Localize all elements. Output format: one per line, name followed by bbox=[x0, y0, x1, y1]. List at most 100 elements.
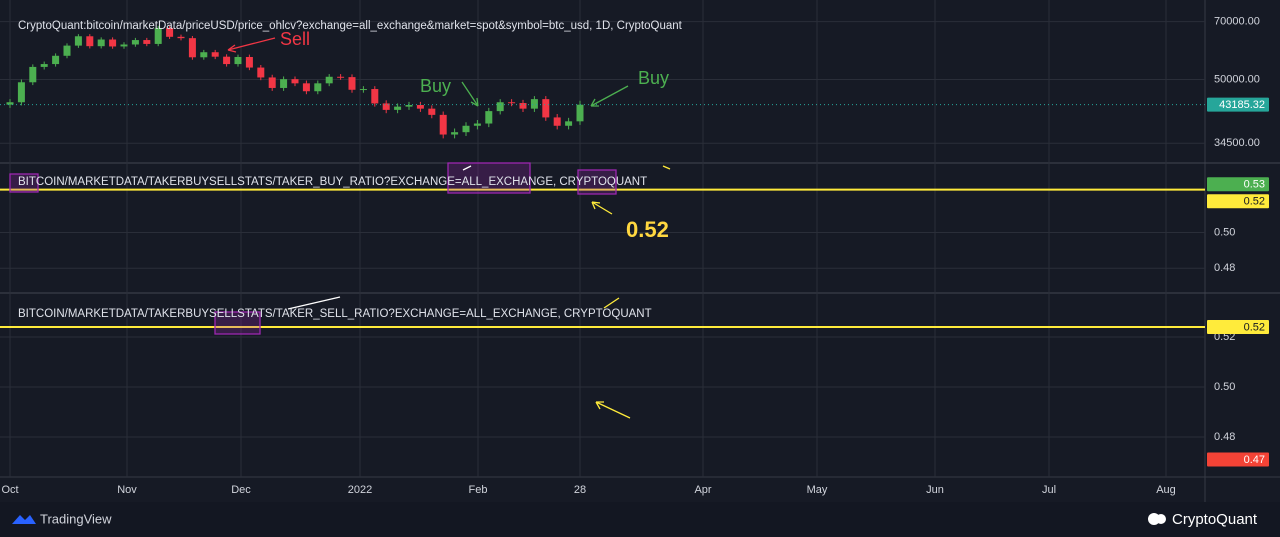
annotation: Sell bbox=[280, 29, 310, 49]
candle-body bbox=[530, 99, 538, 109]
candle-body bbox=[394, 106, 402, 110]
pane-title: BITCOIN/MARKETDATA/TAKERBUYSELLSTATS/TAK… bbox=[18, 308, 652, 320]
arrow bbox=[227, 37, 276, 53]
price-label-box bbox=[1207, 320, 1269, 334]
candle-body bbox=[576, 104, 584, 122]
candle-body bbox=[200, 52, 208, 58]
candle-body bbox=[462, 125, 470, 133]
x-tick-label: Oct bbox=[1, 484, 18, 496]
candle-body bbox=[519, 103, 527, 109]
annotation: 0.52 bbox=[626, 217, 669, 242]
arrow bbox=[595, 401, 631, 419]
annotation: Buy bbox=[638, 68, 669, 88]
candle-body bbox=[29, 66, 37, 83]
candle-body bbox=[109, 39, 117, 47]
candle-body bbox=[154, 27, 162, 44]
candle-body bbox=[177, 36, 185, 39]
candle-body bbox=[405, 105, 413, 107]
price-label: 0.53 bbox=[1244, 179, 1265, 191]
candle-body bbox=[439, 114, 447, 135]
highlight bbox=[447, 162, 531, 194]
x-tick-label: Dec bbox=[231, 484, 251, 496]
x-tick-label: 28 bbox=[574, 484, 586, 496]
candle-body bbox=[565, 121, 573, 126]
candle-body bbox=[143, 40, 151, 44]
x-tick-label: Feb bbox=[469, 484, 488, 496]
highlight bbox=[214, 311, 261, 335]
arrow bbox=[591, 201, 613, 215]
candle-body bbox=[553, 117, 561, 126]
candle-body bbox=[359, 89, 367, 91]
y-tick-label: 0.50 bbox=[1214, 226, 1235, 238]
candle-body bbox=[371, 89, 379, 104]
price-label-box bbox=[1207, 452, 1269, 467]
candle-body bbox=[257, 67, 265, 78]
candle-body bbox=[542, 99, 550, 118]
price-label: 0.52 bbox=[1244, 321, 1265, 333]
highlight bbox=[9, 173, 39, 193]
footer: TradingView CryptoQuant bbox=[12, 511, 1258, 528]
candle-body bbox=[6, 102, 14, 105]
x-tick-label: Apr bbox=[694, 484, 711, 496]
footer-right[interactable]: CryptoQuant bbox=[1172, 511, 1258, 528]
candle-body bbox=[63, 45, 71, 56]
tradingview-logo bbox=[12, 515, 36, 524]
footer-left[interactable]: TradingView bbox=[40, 511, 112, 526]
candle-body bbox=[74, 36, 82, 46]
y-tick-label: 50000.00 bbox=[1214, 73, 1260, 85]
price-label: 0.52 bbox=[1244, 196, 1265, 208]
arrow bbox=[662, 165, 671, 170]
arrow bbox=[590, 85, 629, 107]
cryptoquant-logo bbox=[1156, 514, 1166, 524]
marks: Oct Nov Dec 2022 Feb 28 Apr May Jun Jul Aug 70000.0… bbox=[0, 0, 1269, 496]
candle-body bbox=[120, 44, 128, 47]
price-label-box bbox=[1207, 194, 1269, 209]
arrow bbox=[287, 296, 341, 310]
candle-body bbox=[451, 132, 459, 135]
highlight bbox=[577, 169, 617, 195]
candle-body bbox=[485, 111, 493, 124]
candle-body bbox=[40, 64, 48, 67]
candle-body bbox=[17, 82, 25, 103]
pane-title: CryptoQuant:bitcoin/marketData/priceUSD/… bbox=[18, 20, 683, 32]
candle-body bbox=[223, 56, 231, 65]
candle-body bbox=[211, 52, 219, 57]
candle-body bbox=[348, 77, 356, 90]
candle-body bbox=[337, 76, 345, 78]
arrow bbox=[461, 81, 479, 107]
candle-body bbox=[97, 39, 105, 47]
candle-body bbox=[496, 102, 504, 112]
candle-body bbox=[302, 83, 310, 92]
candle-body bbox=[280, 79, 288, 88]
price-label: 43185.32 bbox=[1219, 99, 1265, 111]
x-tick-label: Jul bbox=[1042, 484, 1056, 496]
y-tick-label: 0.48 bbox=[1214, 431, 1235, 443]
candle-body bbox=[291, 79, 299, 84]
x-tick-label: May bbox=[807, 484, 828, 496]
annotation: Buy bbox=[420, 76, 451, 96]
y-tick-label: 70000.00 bbox=[1214, 16, 1260, 28]
arrow bbox=[462, 165, 472, 171]
candle-body bbox=[166, 27, 174, 37]
x-tick-label: 2022 bbox=[348, 484, 372, 496]
candle-body bbox=[245, 56, 253, 68]
candle-body bbox=[382, 103, 390, 110]
pane-title: BITCOIN/MARKETDATA/TAKERBUYSELLSTATS/TAK… bbox=[18, 176, 647, 188]
candle-body bbox=[188, 38, 196, 58]
candle-body bbox=[52, 55, 60, 65]
price-label-box bbox=[1207, 177, 1269, 192]
candle-body bbox=[473, 123, 481, 126]
candle-body bbox=[314, 83, 322, 92]
candle-body bbox=[234, 56, 242, 65]
drawings bbox=[9, 37, 671, 419]
candle-body bbox=[325, 76, 333, 84]
arrow bbox=[603, 297, 620, 309]
x-tick-label: Nov bbox=[117, 484, 137, 496]
x-tick-label: Aug bbox=[1156, 484, 1176, 496]
candle-body bbox=[131, 40, 139, 45]
x-tick-label: Jun bbox=[926, 484, 944, 496]
candle-body bbox=[428, 108, 436, 115]
price-label-box bbox=[1207, 97, 1269, 112]
candle-body bbox=[268, 77, 276, 88]
